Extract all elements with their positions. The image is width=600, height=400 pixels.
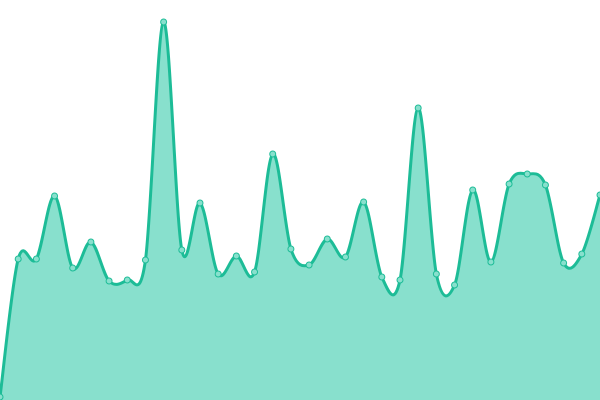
data-point-30 <box>541 181 549 189</box>
data-point-4 <box>69 264 77 272</box>
data-point-11 <box>196 199 204 207</box>
data-point-8 <box>141 256 149 264</box>
data-point-17 <box>305 261 313 269</box>
data-point-0 <box>0 393 4 400</box>
data-point-24 <box>432 270 440 278</box>
data-point-33 <box>596 191 600 199</box>
data-point-19 <box>341 253 349 261</box>
data-markers <box>0 18 600 400</box>
data-point-7 <box>123 276 131 284</box>
data-point-3 <box>51 192 59 200</box>
data-point-27 <box>487 258 495 266</box>
area-fill <box>0 21 600 400</box>
data-point-21 <box>378 273 386 281</box>
data-point-13 <box>232 252 240 260</box>
data-point-28 <box>505 180 513 188</box>
data-point-1 <box>14 255 22 263</box>
data-point-31 <box>560 259 568 267</box>
data-point-6 <box>105 277 113 285</box>
data-point-16 <box>287 245 295 253</box>
data-point-5 <box>87 238 95 246</box>
data-point-26 <box>469 186 477 194</box>
data-point-2 <box>32 255 40 263</box>
data-point-18 <box>323 235 331 243</box>
data-point-14 <box>251 268 259 276</box>
data-point-22 <box>396 276 404 284</box>
data-point-23 <box>414 104 422 112</box>
data-point-10 <box>178 246 186 254</box>
data-point-15 <box>269 150 277 158</box>
data-point-12 <box>214 270 222 278</box>
data-point-29 <box>523 170 531 178</box>
data-point-32 <box>578 250 586 258</box>
data-point-9 <box>160 18 168 26</box>
data-point-20 <box>360 198 368 206</box>
data-point-25 <box>451 281 459 289</box>
